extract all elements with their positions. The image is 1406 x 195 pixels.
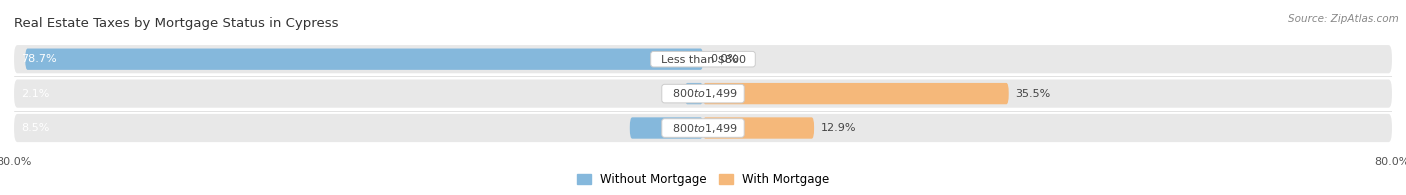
- FancyBboxPatch shape: [14, 80, 1392, 108]
- Legend: Without Mortgage, With Mortgage: Without Mortgage, With Mortgage: [572, 168, 834, 191]
- Text: 8.5%: 8.5%: [21, 123, 49, 133]
- Text: Real Estate Taxes by Mortgage Status in Cypress: Real Estate Taxes by Mortgage Status in …: [14, 17, 339, 30]
- FancyBboxPatch shape: [14, 45, 1392, 73]
- Text: 12.9%: 12.9%: [821, 123, 856, 133]
- Text: $800 to $1,499: $800 to $1,499: [665, 121, 741, 135]
- FancyBboxPatch shape: [14, 114, 1392, 142]
- Text: $800 to $1,499: $800 to $1,499: [665, 87, 741, 100]
- Text: Source: ZipAtlas.com: Source: ZipAtlas.com: [1288, 14, 1399, 24]
- FancyBboxPatch shape: [703, 83, 1008, 104]
- FancyBboxPatch shape: [685, 83, 703, 104]
- Text: 2.1%: 2.1%: [21, 89, 49, 99]
- Text: 0.0%: 0.0%: [710, 54, 738, 64]
- Text: Less than $800: Less than $800: [654, 54, 752, 64]
- FancyBboxPatch shape: [630, 117, 703, 139]
- FancyBboxPatch shape: [25, 49, 703, 70]
- Text: 35.5%: 35.5%: [1015, 89, 1050, 99]
- Text: 78.7%: 78.7%: [21, 54, 56, 64]
- FancyBboxPatch shape: [703, 117, 814, 139]
